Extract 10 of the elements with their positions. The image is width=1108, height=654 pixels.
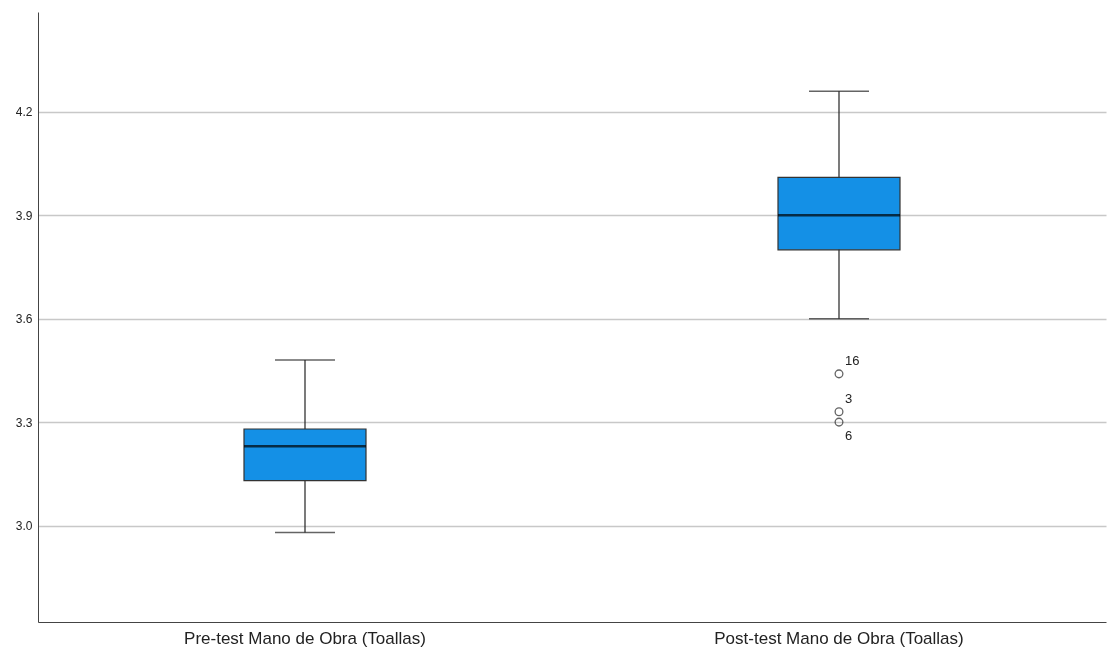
annotation: 3 <box>845 390 853 406</box>
x-tick-label: Post-test Mano de Obra (Toallas) <box>714 628 964 648</box>
y-tick-label: 3.9 <box>15 208 33 223</box>
annotation: 6 <box>845 428 853 444</box>
x-tick-label: Pre-test Mano de Obra (Toallas) <box>184 628 426 648</box>
y-tick-label: 3.6 <box>15 312 33 327</box>
y-tick-label: 3.3 <box>15 415 33 430</box>
y-tick-label: 4.2 <box>15 105 33 120</box>
y-tick-label: 3.0 <box>15 519 33 533</box>
annotation: 16 <box>845 352 860 368</box>
